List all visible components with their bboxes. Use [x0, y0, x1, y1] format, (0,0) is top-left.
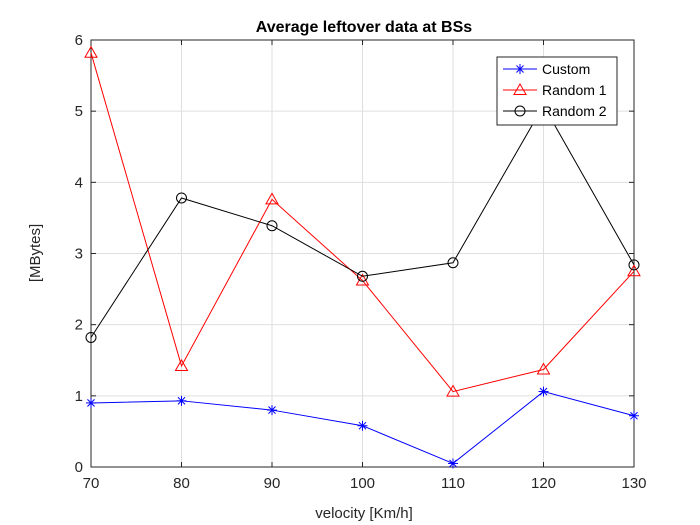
data-point [629, 410, 639, 421]
data-point [536, 362, 551, 375]
legend-marker [513, 82, 527, 95]
legend-item: Custom [503, 61, 590, 77]
data-point [267, 405, 277, 416]
x-tick-label: 120 [531, 475, 556, 492]
data-point [84, 45, 98, 58]
x-tick-label: 90 [264, 475, 281, 492]
y-tick-label: 2 [75, 317, 83, 334]
x-tick-label: 130 [621, 475, 646, 492]
data-point [357, 270, 368, 282]
legend-label: Random 2 [542, 103, 607, 119]
legend-label: Random 1 [542, 82, 607, 98]
series-line [90, 52, 635, 393]
data-point [447, 257, 459, 269]
data-point [86, 397, 96, 408]
ticks: 70 80 90 100 110 120 130 0 1 2 3 4 5 6 [75, 32, 647, 492]
data-point [628, 259, 640, 271]
y-tick-label: 1 [75, 388, 83, 405]
chart-title: Average leftover data at BSs [256, 19, 472, 36]
data-point [174, 358, 189, 371]
series-random-1 [84, 45, 641, 397]
x-tick-label: 80 [173, 475, 190, 492]
y-tick-label: 4 [75, 174, 83, 191]
y-tick-label: 0 [75, 459, 83, 476]
legend: Custom Random 1 Random 2 [496, 56, 618, 126]
y-axis-label: [MBytes] [27, 224, 44, 282]
x-tick-label: 110 [441, 475, 465, 492]
legend-item: Random 2 [503, 103, 607, 119]
legend-label: Custom [542, 61, 590, 77]
y-tick-label: 6 [75, 32, 83, 49]
data-point [176, 395, 187, 406]
legend-marker [515, 64, 525, 74]
data-point [357, 420, 368, 431]
legend-marker [514, 105, 526, 117]
data-point [85, 331, 97, 343]
data-point [627, 264, 641, 277]
data-point [538, 386, 549, 397]
y-tick-label: 3 [75, 246, 83, 263]
x-tick-label: 100 [350, 475, 375, 492]
data-point [446, 384, 460, 397]
legend-item: Random 1 [503, 82, 607, 98]
legend-box [496, 56, 618, 126]
x-tick-label: 70 [83, 475, 100, 492]
data-point [448, 458, 458, 469]
data-point [176, 192, 187, 204]
data-point [266, 220, 278, 232]
y-tick-label: 5 [75, 103, 83, 120]
data-point [265, 192, 279, 205]
series-custom [86, 386, 639, 469]
x-axis-label: velocity [Km/h] [315, 505, 413, 522]
